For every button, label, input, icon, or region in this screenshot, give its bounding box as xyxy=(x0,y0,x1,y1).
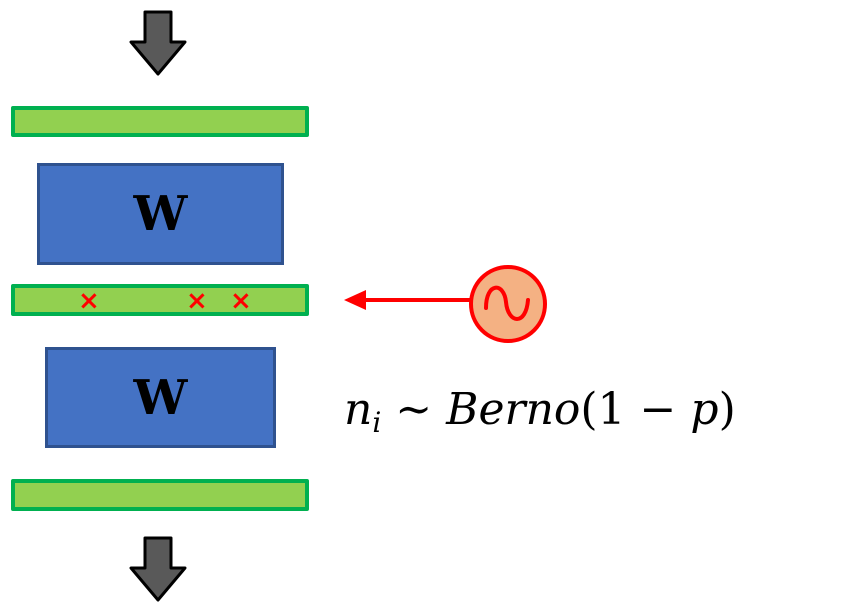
dropout-layer-bar xyxy=(11,284,309,316)
dropout-mark-1: × xyxy=(78,286,100,316)
equation-tilde: ~ xyxy=(381,384,447,435)
equation-subscript: i xyxy=(372,406,382,439)
equation-open: (1 − xyxy=(580,384,691,435)
weight-block-2: W xyxy=(45,347,276,448)
top-layer-bar xyxy=(11,106,309,137)
equation-variable: n xyxy=(344,384,373,435)
equation-close: ) xyxy=(718,384,736,435)
bottom-layer-bar xyxy=(11,479,309,511)
noise-left-arrow-icon xyxy=(344,290,470,310)
input-down-arrow-icon xyxy=(129,10,187,76)
weight-label-2: W xyxy=(133,369,188,426)
output-down-arrow-icon xyxy=(129,536,187,602)
dropout-mark-3: × xyxy=(230,286,252,316)
weight-block-1: W xyxy=(37,163,284,265)
sine-wave-source-icon xyxy=(469,265,547,343)
equation-param: p xyxy=(690,384,719,435)
equation-distribution: Berno xyxy=(446,384,581,435)
bernoulli-equation: ni ~ Berno(1 − p) xyxy=(344,384,736,439)
dropout-mark-2: × xyxy=(186,286,208,316)
weight-label-1: W xyxy=(133,186,188,242)
